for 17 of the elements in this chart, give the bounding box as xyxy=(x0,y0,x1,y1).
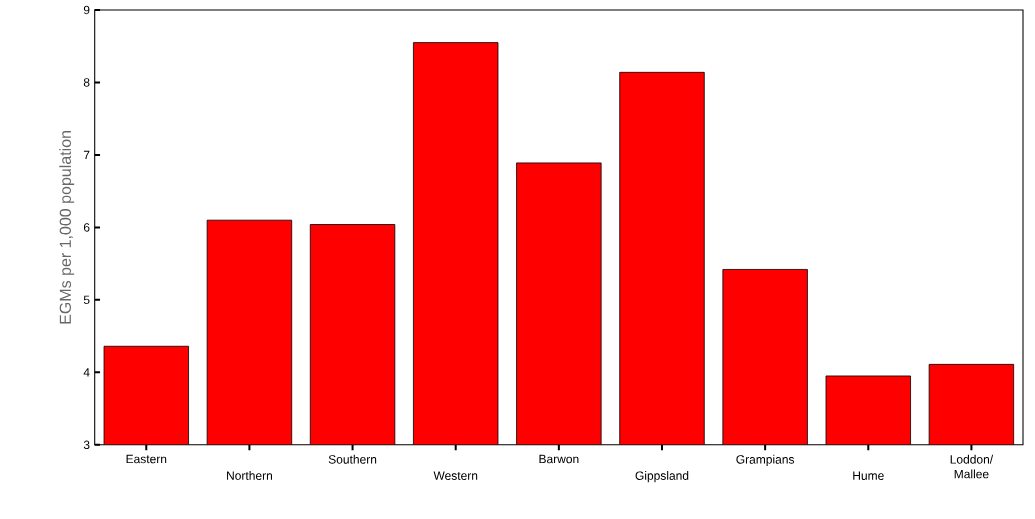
x-tick-label: Grampians xyxy=(736,454,795,467)
x-tick-label: Eastern xyxy=(126,454,167,464)
x-tick-label: Northern xyxy=(227,471,272,480)
y-tick-label: 9 xyxy=(83,5,90,15)
y-tick-label: 4 xyxy=(83,368,90,377)
x-tick-label: Southern xyxy=(328,454,377,464)
x-tick-label: Hume xyxy=(853,471,884,480)
x-tick-label: Gippsland xyxy=(635,471,689,483)
y-tick-label: 7 xyxy=(83,150,90,160)
x-tick-label: Barwon xyxy=(539,454,579,464)
y-axis-title: EGMs per 1,000 population xyxy=(59,131,75,324)
y-tick-label: 8 xyxy=(83,78,90,87)
y-tick-label: 6 xyxy=(83,223,90,232)
x-tick-label: Western xyxy=(433,471,478,480)
x-tick-label: Loddon/ Mallee xyxy=(950,454,994,479)
y-tick-label: 5 xyxy=(83,295,90,305)
y-tick-label: 3 xyxy=(83,440,90,450)
